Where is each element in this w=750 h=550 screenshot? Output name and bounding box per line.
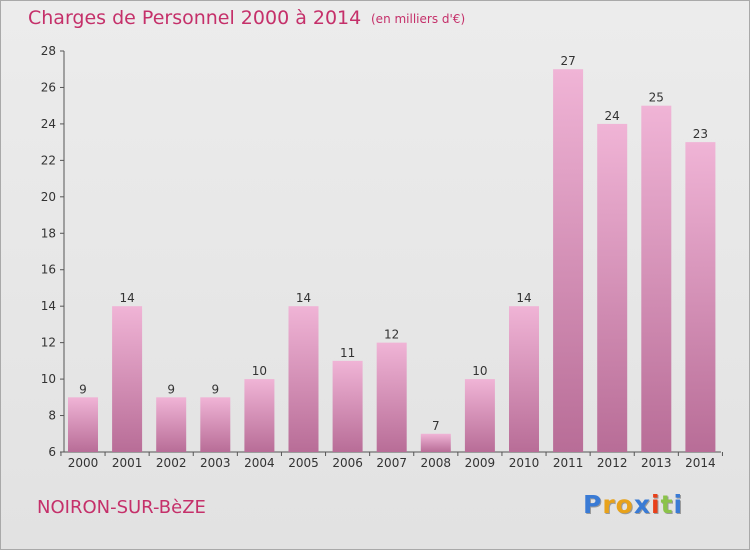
bar	[597, 123, 628, 452]
bar	[509, 306, 539, 452]
data-label: 14	[296, 291, 311, 305]
y-tick-label: 8	[48, 409, 56, 423]
data-label: 9	[79, 382, 87, 396]
chart-title: Charges de Personnel 2000 à 2014	[28, 7, 362, 29]
data-label: 10	[472, 364, 487, 378]
data-label: 7	[432, 419, 440, 433]
x-tick-label: 2007	[376, 456, 407, 470]
bar	[112, 306, 143, 452]
y-tick-label: 22	[41, 153, 56, 167]
x-tick-label: 2012	[597, 456, 628, 470]
x-tick-label: 2008	[421, 456, 452, 470]
data-label: 11	[340, 346, 355, 360]
bar	[244, 379, 275, 452]
y-tick-label: 16	[41, 263, 56, 277]
data-label: 24	[605, 109, 620, 123]
x-tick-label: 2006	[332, 456, 363, 470]
bar	[553, 69, 584, 453]
x-tick-label: 2010	[509, 456, 540, 470]
data-label: 23	[693, 127, 708, 141]
x-tick-label: 2014	[685, 456, 716, 470]
data-label: 14	[516, 291, 531, 305]
y-tick-label: 24	[41, 117, 56, 131]
bar	[376, 342, 407, 452]
chart-labels: 2000 9 2001 14 2002 9 2003 9 2004 10 2005 14 2006 11 2…	[68, 54, 716, 470]
bar	[156, 397, 187, 452]
location-name: NOIRON-SUR-BèZE	[37, 497, 206, 518]
x-tick-label: 2002	[156, 456, 187, 470]
y-tick-label: 20	[41, 190, 56, 204]
x-tick-label: 2005	[288, 456, 319, 470]
bar	[685, 142, 716, 453]
y-tick-label: 10	[41, 372, 56, 386]
y-tick-label: 28	[41, 44, 56, 58]
data-label: 9	[211, 382, 219, 396]
chart-bars	[68, 69, 716, 453]
x-tick-label: 2001	[112, 456, 143, 470]
data-label: 14	[119, 291, 134, 305]
data-label: 25	[649, 91, 664, 105]
x-tick-label: 2003	[200, 456, 231, 470]
data-label: 12	[384, 328, 399, 342]
x-tick-label: 2000	[68, 456, 99, 470]
data-label: 9	[167, 382, 175, 396]
x-tick-label: 2009	[465, 456, 496, 470]
y-tick-label: 6	[48, 445, 56, 459]
x-tick-label: 2011	[553, 456, 584, 470]
data-label: 27	[560, 54, 575, 68]
y-tick-label: 14	[41, 299, 56, 313]
data-label: 10	[252, 364, 267, 378]
bar	[420, 433, 451, 452]
proxiti-logo: Proxiti	[583, 490, 684, 519]
x-tick-label: 2013	[641, 456, 672, 470]
x-tick-label: 2004	[244, 456, 275, 470]
bar	[68, 397, 98, 452]
bar	[641, 105, 672, 452]
y-tick-label: 18	[41, 226, 56, 240]
bar	[200, 397, 231, 452]
bar	[464, 379, 495, 452]
bar	[332, 360, 363, 452]
bar	[288, 306, 319, 452]
chart-subtitle: (en milliers d'€)	[371, 12, 466, 26]
y-tick-label: 12	[41, 336, 56, 350]
y-tick-label: 26	[41, 80, 56, 94]
